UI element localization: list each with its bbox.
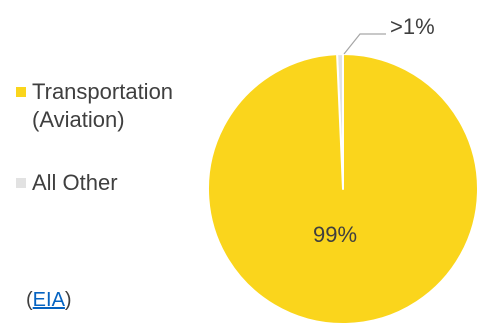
source-close-paren: ) xyxy=(64,289,72,311)
source-link-eia[interactable]: EIA xyxy=(32,289,65,311)
legend-label-transportation: Transportation xyxy=(32,79,174,104)
legend-item-transportation: Transportation (Aviation) xyxy=(16,78,226,134)
legend-item-all-other: All Other xyxy=(16,169,226,197)
data-label-transportation: 99% xyxy=(313,222,357,247)
pie-slice-transportation xyxy=(207,53,479,325)
legend-swatch-transportation xyxy=(16,87,26,97)
legend-swatch-all-other xyxy=(16,178,26,188)
source-open-paren: ( xyxy=(26,289,33,311)
leader-line xyxy=(343,33,386,55)
chart-legend: Transportation (Aviation) All Other xyxy=(16,78,226,197)
legend-label-all-other: All Other xyxy=(32,170,118,195)
data-label-all-other: >1% xyxy=(390,14,435,39)
source-citation: (EIA) xyxy=(26,288,72,312)
legend-label-aviation: (Aviation) xyxy=(32,107,125,132)
